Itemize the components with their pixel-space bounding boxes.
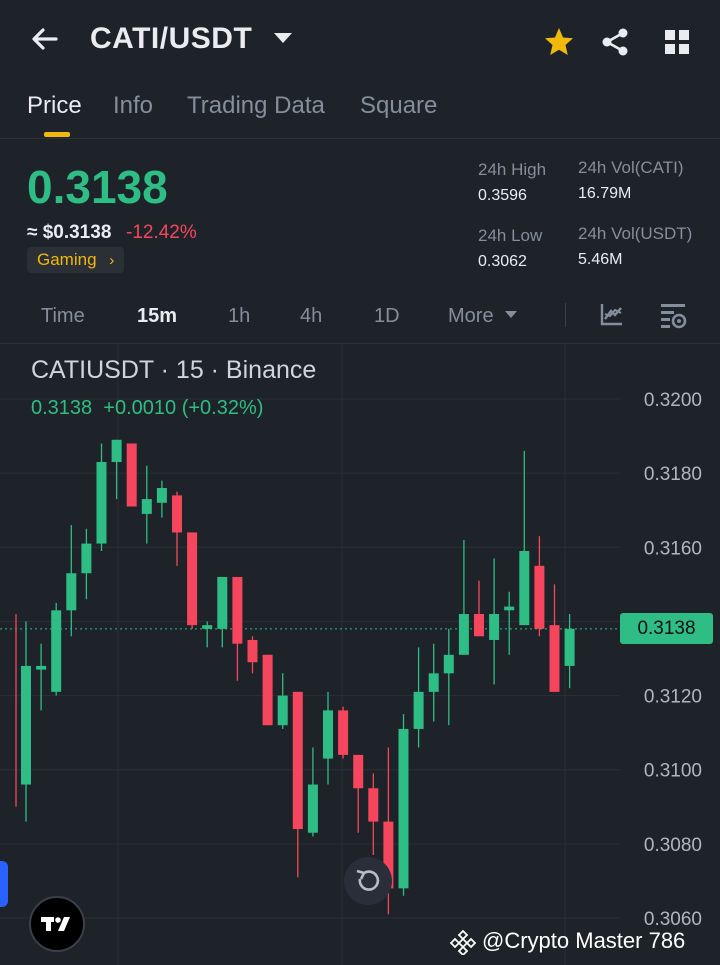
tradingview-icon xyxy=(41,917,70,931)
y-axis-tick-label: 0.3200 xyxy=(644,390,702,411)
candle-body xyxy=(156,487,167,503)
candle-body xyxy=(443,654,454,674)
grid-icon[interactable] xyxy=(660,25,694,59)
y-axis-tick-label: 0.3180 xyxy=(644,464,702,485)
chart-ohlc-legend: 0.3138 +0.0010 (+0.32%) xyxy=(31,397,264,419)
candle-body xyxy=(292,691,303,830)
category-tag-label: Gaming xyxy=(37,250,97,269)
candle-body xyxy=(96,462,107,544)
side-panel-handle[interactable] xyxy=(0,861,8,907)
candle-body xyxy=(81,543,92,574)
candle-body xyxy=(21,665,31,785)
candle-body xyxy=(66,573,77,611)
chevron-right-icon: › xyxy=(109,252,115,269)
candle-body xyxy=(141,499,152,514)
candle-body xyxy=(368,788,379,822)
y-axis-tick-label: 0.3080 xyxy=(644,835,702,856)
tradingview-logo[interactable] xyxy=(29,896,85,952)
last-price: 0.3138 xyxy=(27,161,168,213)
y-axis-tick-label: 0.3060 xyxy=(644,909,702,930)
last-price-tag: 0.3138 xyxy=(620,613,713,644)
candle-body xyxy=(564,628,575,666)
candle-body xyxy=(428,673,439,692)
refresh-icon xyxy=(356,869,380,891)
candle-body xyxy=(172,495,182,533)
candle-body xyxy=(338,710,349,755)
interval-time[interactable]: Time xyxy=(41,305,85,327)
low-label: 24h Low xyxy=(478,226,543,245)
indicator-icon[interactable] xyxy=(598,300,626,328)
y-axis-tick-label: 0.3160 xyxy=(644,538,702,559)
watermark: @Crypto Master 786 xyxy=(482,928,686,953)
candle-body xyxy=(323,710,333,759)
candle-body xyxy=(413,691,424,729)
candle-body xyxy=(247,639,258,663)
candle-body xyxy=(187,532,198,626)
caret-down-icon[interactable] xyxy=(505,311,517,318)
y-axis-tick-label: 0.3100 xyxy=(644,761,702,782)
interval-1d[interactable]: 1D xyxy=(374,305,400,327)
share-icon[interactable] xyxy=(598,25,632,59)
usd-price: ≈ $0.3138 xyxy=(27,222,112,243)
candle-body xyxy=(549,625,560,692)
candle-body xyxy=(51,610,62,692)
candle-body xyxy=(111,439,122,463)
y-axis-tick-label: 0.3120 xyxy=(644,687,702,708)
candle-body xyxy=(504,606,515,611)
candle-body xyxy=(383,821,394,889)
candle-body xyxy=(458,614,469,655)
chart-title: CATIUSDT · 15 · Binance xyxy=(31,356,317,384)
high-value: 0.3596 xyxy=(478,187,527,204)
binance-logo-icon xyxy=(450,929,476,955)
active-tab-indicator xyxy=(44,132,70,137)
interval-15m[interactable]: 15m xyxy=(137,305,178,327)
candlestick-chart[interactable]: 0.3200 0.3180 0.3160 0.3120 0.3100 0.3080 0.30… xyxy=(0,344,720,965)
tab-square[interactable]: Square xyxy=(360,92,438,119)
divider xyxy=(565,303,566,327)
tab-price[interactable]: Price xyxy=(27,92,82,119)
candle-body xyxy=(202,625,213,629)
candle-body xyxy=(126,443,137,507)
chart-settings-icon[interactable] xyxy=(658,300,688,330)
candle-body xyxy=(474,614,484,637)
vol-quote-value: 5.46M xyxy=(578,251,623,268)
candle-body xyxy=(489,614,500,640)
candle-body xyxy=(217,576,228,629)
candle-body xyxy=(398,728,409,889)
divider xyxy=(0,343,720,344)
candle-body xyxy=(277,695,288,726)
category-tag[interactable]: Gaming › xyxy=(27,247,125,273)
candle-body xyxy=(519,550,530,626)
candle-body xyxy=(534,565,545,629)
vol-quote-label: 24h Vol(USDT) xyxy=(578,224,693,243)
candle-body xyxy=(36,665,47,670)
arrow-left-icon[interactable] xyxy=(28,22,62,56)
divider xyxy=(0,138,720,139)
app-header: CATI/USDT xyxy=(0,0,720,82)
candle-body xyxy=(232,576,243,644)
vol-base-label: 24h Vol(CATI) xyxy=(578,158,684,177)
candle-body xyxy=(307,784,318,833)
candle-body xyxy=(353,754,364,789)
change-percent: -12.42% xyxy=(126,222,197,243)
caret-down-icon[interactable] xyxy=(274,33,292,43)
tab-info[interactable]: Info xyxy=(113,92,154,119)
interval-1h[interactable]: 1h xyxy=(228,305,251,327)
high-label: 24h High xyxy=(478,160,547,179)
low-value: 0.3062 xyxy=(478,253,527,270)
vol-base-value: 16.79M xyxy=(578,185,632,202)
star-icon[interactable] xyxy=(542,25,576,59)
tab-trading-data[interactable]: Trading Data xyxy=(187,92,325,119)
reset-chart-button[interactable] xyxy=(344,857,392,905)
pair-title[interactable]: CATI/USDT xyxy=(90,22,253,55)
interval-more[interactable]: More xyxy=(448,305,494,327)
interval-4h[interactable]: 4h xyxy=(300,305,323,327)
candle-body xyxy=(262,654,273,726)
